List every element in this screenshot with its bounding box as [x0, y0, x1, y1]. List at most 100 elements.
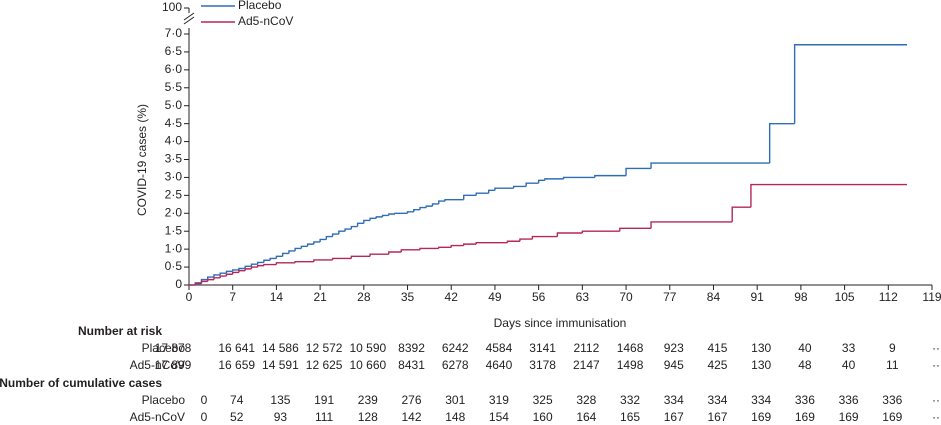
step-segment: [594, 174, 627, 178]
step-segment: [487, 189, 495, 194]
step-segment: [531, 235, 558, 240]
step-segment: [419, 247, 439, 250]
table-cell: 334: [664, 393, 684, 407]
step-segment: [350, 225, 358, 230]
step-segment: [200, 280, 208, 284]
row-label: Placebo: [142, 393, 186, 407]
step-segment: [269, 257, 277, 261]
table-cell: 10 660: [349, 358, 386, 372]
step-segment: [275, 262, 296, 265]
table-cell: 319: [489, 393, 509, 407]
step-segment: [363, 219, 371, 224]
step-segment: [512, 185, 527, 189]
step-segment: [325, 235, 333, 240]
table-cell: 164: [576, 410, 596, 424]
step-segment: [313, 241, 321, 245]
table-cell: 945: [664, 358, 684, 372]
step-segment: [444, 198, 464, 202]
step-segment: [388, 213, 396, 216]
table-cell: 154: [489, 410, 509, 424]
table-cell: 10 590: [349, 341, 386, 355]
step-segment: [381, 214, 389, 217]
step-segment: [263, 263, 277, 266]
axis-break: [183, 12, 195, 21]
step-segment: [562, 176, 595, 179]
step-segment: [494, 187, 514, 191]
step-segment: [419, 206, 427, 210]
table-cell: 130: [751, 358, 771, 372]
table-cell: 130: [751, 341, 771, 355]
x-tick-label: 49: [488, 290, 502, 304]
step-segment: [331, 233, 339, 237]
x-tick-label: 21: [313, 290, 327, 304]
table-cell: 923: [664, 341, 684, 355]
x-axis-title: Days since immunisation: [494, 316, 627, 330]
step-segment: [294, 260, 314, 263]
step-segment: [219, 272, 227, 275]
table-cell: 415: [707, 341, 727, 355]
table-cell: 74: [230, 393, 244, 407]
step-segment: [475, 192, 489, 196]
y-tick-label: 7·0: [165, 26, 183, 40]
table-cell: 48: [798, 358, 812, 372]
step-segment: [750, 183, 908, 208]
y-tick-label: 4·0: [165, 134, 183, 148]
x-tick-label: 42: [445, 290, 459, 304]
table-cell: ··: [932, 358, 940, 372]
step-segment: [300, 245, 308, 249]
table-cell: 0: [201, 410, 208, 424]
step-segment: [438, 200, 445, 204]
table-cell: 1498: [617, 358, 644, 372]
table-cell: 14 586: [262, 341, 299, 355]
step-segment: [256, 264, 264, 268]
x-tick-label: 77: [663, 290, 677, 304]
axis-break: [183, 16, 195, 25]
step-segment: [232, 269, 239, 272]
row-label: Placebo: [142, 341, 186, 355]
y-tick-label: 3·5: [165, 152, 183, 166]
table-cell: 1468: [617, 341, 644, 355]
step-segment: [394, 212, 408, 215]
step-segment: [344, 228, 352, 232]
table-cell: 334: [751, 393, 771, 407]
table-cell: 325: [533, 393, 553, 407]
row-label: Ad5-nCoV: [130, 358, 185, 372]
step-segment: [537, 179, 545, 184]
table-cell: 17 878: [155, 341, 192, 355]
table-cell: 425: [707, 358, 727, 372]
table-cell: 165: [620, 410, 640, 424]
step-segment: [375, 216, 383, 219]
x-tick-label: 35: [401, 290, 415, 304]
y-tick-label: 3·0: [165, 170, 183, 184]
step-segment: [463, 194, 477, 200]
step-segment: [581, 230, 620, 234]
step-segment: [369, 217, 377, 221]
table-cell: 336: [839, 393, 859, 407]
step-segment: [650, 221, 733, 229]
table-cell: 148: [445, 410, 465, 424]
table-cell: 6278: [442, 358, 469, 372]
step-segment: [438, 246, 452, 249]
table-cell: 191: [314, 393, 334, 407]
table-title: Number of cumulative cases: [0, 376, 162, 390]
step-segment: [250, 263, 258, 267]
step-segment: [225, 273, 233, 277]
x-tick-label: 63: [576, 290, 590, 304]
legend-label: Placebo: [238, 0, 282, 12]
step-segment: [544, 178, 564, 181]
table-cell: 2112: [573, 341, 599, 355]
step-segment: [207, 276, 214, 280]
step-segment: [263, 259, 271, 263]
table-cell: 8392: [398, 341, 425, 355]
step-segment: [625, 167, 652, 176]
table-cell: ··: [932, 341, 940, 355]
step-segment: [244, 268, 252, 271]
step-segment: [213, 274, 221, 278]
x-tick-label: 91: [750, 290, 764, 304]
y-tick-label: 100: [162, 0, 182, 14]
table-cell: 40: [798, 341, 812, 355]
step-segment: [194, 282, 202, 285]
step-segment: [350, 255, 371, 259]
table-cell: 17 899: [155, 358, 192, 372]
